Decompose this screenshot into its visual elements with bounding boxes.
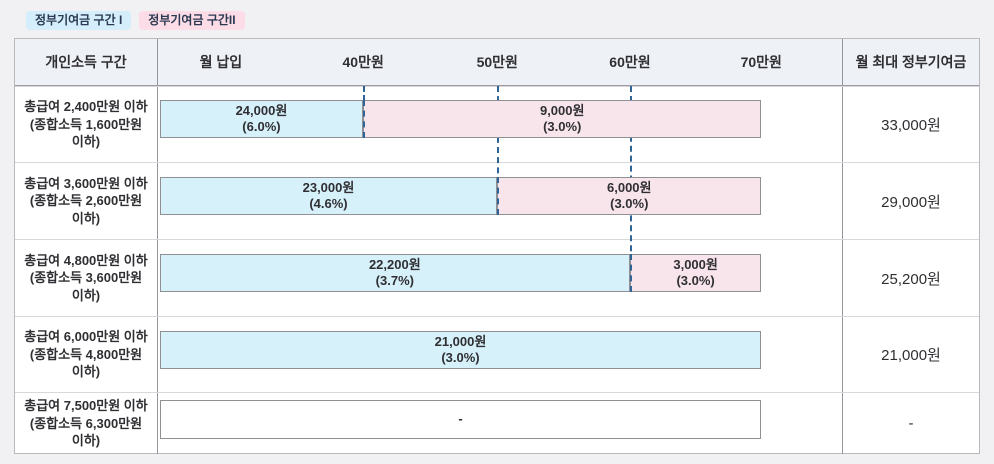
segment-boundary-dash	[629, 254, 632, 292]
table-row: 총급여 6,000만원 이하 (종합소득 4,800만원 이하) 21,000원(…	[15, 316, 979, 392]
zone2-bar: 3,000원 (3.0%)	[629, 254, 762, 292]
max-contribution-header: 월 최대 정부기여금	[842, 39, 979, 85]
segment-boundary-dash	[363, 100, 366, 138]
zone1-bar: 24,000원 (6.0%)	[159, 100, 364, 138]
legend-badge-zone2: 정부기여금 구간II	[139, 11, 245, 31]
max-contribution-value: 25,200원	[842, 240, 979, 316]
bar-amount: 6,000원	[607, 179, 652, 195]
legend-badge-zone1: 정부기여금 구간 I	[26, 11, 132, 31]
table-row: 총급여 3,600만원 이하 (종합소득 2,600만원 이하) 23,000원(…	[15, 162, 979, 239]
bar-rate: (6.0%)	[242, 119, 281, 134]
bar-rate: (3.0%)	[441, 350, 480, 365]
segment-boundary-dash	[497, 177, 500, 215]
bar-amount: 9,000원	[539, 102, 585, 118]
income-bracket-label: 총급여 6,000만원 이하 (종합소득 4,800만원 이하)	[15, 317, 158, 392]
table-body: 총급여 2,400만원 이하 (종합소득 1,600만원 이하) 24,000원(…	[15, 86, 979, 454]
table-header: 개인소득 구간 월 납입 40만원 50만원 60만원 70만원 월 최대 정부기여금	[15, 39, 979, 86]
tick-label: 월 납입	[199, 54, 243, 70]
payment-bar-area: -	[158, 393, 842, 454]
zone2-bar: 6,000원 (3.0%)	[497, 177, 762, 215]
bar-amount: 22,200원	[368, 256, 421, 272]
zone1-bar: 22,200원 (3.7%)	[159, 254, 630, 292]
income-bracket-label: 총급여 3,600만원 이하 (종합소득 2,600만원 이하)	[15, 163, 158, 239]
max-contribution-value: 33,000원	[842, 87, 979, 162]
bar-amount: 23,000원	[302, 179, 355, 195]
income-bracket-label: 총급여 2,400만원 이하 (종합소득 1,600만원 이하)	[15, 87, 158, 162]
zone1-bar: 21,000원 (3.0%)	[159, 331, 762, 369]
bar-amount: -	[458, 411, 463, 427]
zone1-bar: 23,000원 (4.6%)	[159, 177, 498, 215]
max-contribution-value: -	[842, 393, 979, 454]
empty-bar: -	[159, 400, 762, 439]
bar-rate: (3.0%)	[610, 196, 649, 211]
zone2-bar: 9,000원 (3.0%)	[363, 100, 762, 138]
table-row: 총급여 4,800만원 이하 (종합소득 3,600만원 이하) 22,200원(…	[15, 239, 979, 316]
max-contribution-value: 29,000원	[842, 163, 979, 239]
bar-amount: 3,000원	[673, 256, 718, 272]
income-bracket-label: 총급여 7,500만원 이하 (종합소득 6,300만원 이하)	[15, 393, 158, 454]
bar-amount: 24,000원	[235, 102, 288, 118]
bar-rate: (3.0%)	[543, 119, 582, 134]
payment-bar-area: 22,200원 (3.7%) 3,000원 (3.0%)	[158, 240, 842, 316]
bar-amount: 21,000원	[434, 333, 487, 349]
payment-bar-area: 21,000원 (3.0%)	[158, 317, 842, 392]
bar-rate: (3.7%)	[375, 273, 414, 288]
tick-label: 60만원	[609, 54, 651, 70]
header-ticks: 월 납입 40만원 50만원 60만원 70만원	[158, 39, 842, 85]
payment-bar-area: 23,000원 (4.6%) 6,000원 (3.0%)	[158, 163, 842, 239]
bar-rate: (4.6%)	[309, 196, 348, 211]
payment-bar-area: 24,000원 (6.0%) 9,000원 (3.0%)	[158, 87, 842, 162]
legend: 정부기여금 구간 I 정부기여금 구간II	[26, 11, 245, 31]
tick-label: 40만원	[342, 54, 384, 70]
bar-rate: (3.0%)	[676, 273, 715, 288]
tick-label: 50만원	[476, 54, 518, 70]
contribution-table: 개인소득 구간 월 납입 40만원 50만원 60만원 70만원 월 최대 정부기여금 …	[14, 38, 980, 454]
table-row: 총급여 7,500만원 이하 (종합소득 6,300만원 이하) - -	[15, 392, 979, 454]
income-bracket-header: 개인소득 구간	[15, 39, 158, 85]
income-bracket-label: 총급여 4,800만원 이하 (종합소득 3,600만원 이하)	[15, 240, 158, 316]
max-contribution-value: 21,000원	[842, 317, 979, 392]
table-row: 총급여 2,400만원 이하 (종합소득 1,600만원 이하) 24,000원(…	[15, 86, 979, 162]
tick-label: 70만원	[740, 54, 782, 70]
